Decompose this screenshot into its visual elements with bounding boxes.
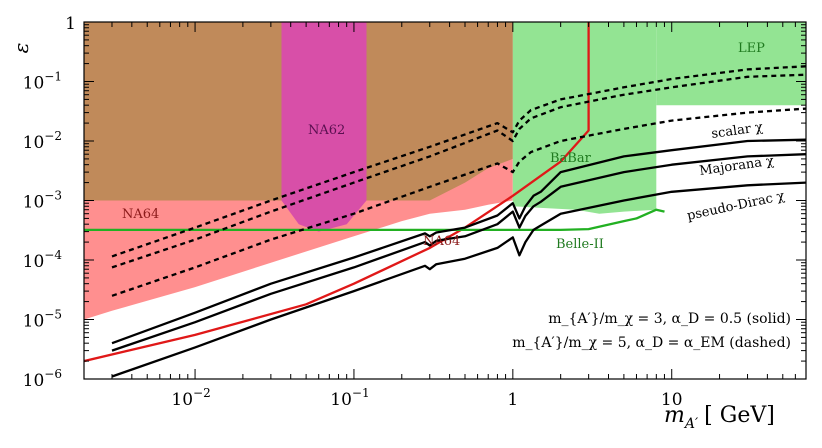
legend-line-dashed: m_{A′}/m_χ = 5, α_D = α_EM (dashed) — [512, 335, 791, 351]
x-tick-label: 1 — [507, 390, 518, 410]
curve-label-scalar: scalar χ — [710, 120, 764, 142]
y-tick-label: 10−3 — [23, 189, 62, 213]
series-pseudo-dirac-chi-dashed — [111, 107, 806, 297]
axis-ticks: 10−2 10−1 1 10 10−6 10−5 10−4 10−3 10−2 10−1 1 — [23, 14, 807, 410]
series-majorana-chi-solid — [111, 153, 806, 352]
x-axis-label-sub: A′ — [683, 416, 699, 432]
curve-label-belle-ii: Belle-II — [556, 237, 604, 252]
x-tick-label: 10−1 — [330, 386, 369, 410]
y-tick-label: 10−5 — [23, 308, 62, 332]
y-tick-label: 1 — [65, 14, 76, 34]
legend-line-solid: m_{A′}/m_χ = 3, α_D = 0.5 (solid) — [548, 311, 791, 327]
series-pseudo-dirac-chi-solid — [111, 181, 806, 378]
y-tick-label: 10−4 — [23, 248, 63, 272]
region-label-na62: NA62 — [308, 123, 345, 138]
series-majorana-chi-dashed — [111, 73, 806, 269]
region-label-na64: NA64 — [122, 207, 159, 222]
region-label-lep: LEP — [738, 41, 765, 56]
x-tick-label: 10 — [661, 390, 683, 410]
x-axis-label: mA′ [ GeV] — [664, 403, 775, 432]
region-lep — [656, 22, 806, 106]
x-axis-label-unit: [ GeV] — [704, 403, 775, 428]
plot-frame — [83, 21, 807, 380]
y-tick-label: 10−2 — [23, 129, 62, 153]
region-babar — [512, 22, 657, 214]
series-scalar-chi-dashed — [111, 65, 806, 258]
y-tick-label: 10−1 — [23, 70, 62, 94]
curves — [84, 22, 806, 378]
x-tick-label: 10−2 — [171, 386, 210, 410]
excluded-regions — [84, 22, 806, 320]
y-axis-label: ε — [9, 43, 33, 54]
x-axis-label-main: m — [664, 403, 685, 428]
region-na62 — [281, 22, 367, 232]
curve-label-pseudo-dirac: pseudo-Dirac χ — [686, 189, 787, 224]
region-label-babar: BaBar — [550, 151, 592, 166]
curve-label-na64: NA64 — [423, 234, 460, 249]
series-scalar-chi-solid — [111, 138, 806, 345]
series-belle-ii — [84, 208, 665, 232]
y-tick-label: 10−6 — [23, 367, 62, 391]
